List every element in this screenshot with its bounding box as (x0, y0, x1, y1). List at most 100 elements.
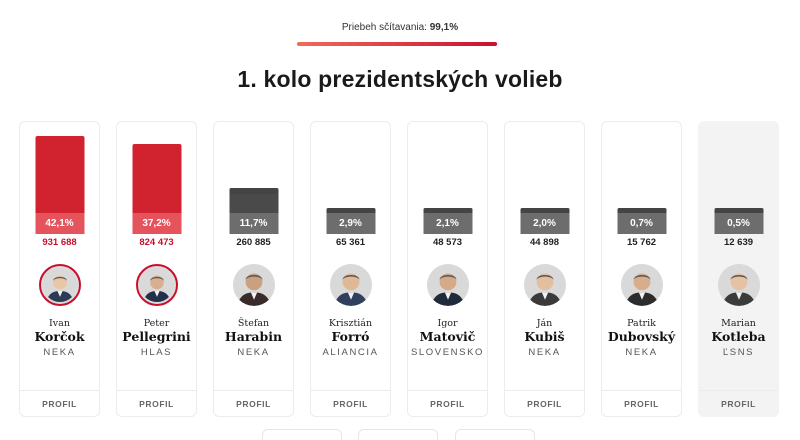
candidate-first-name: Igor (437, 318, 458, 329)
vote-count: 48 573 (432, 237, 463, 248)
profile-link[interactable]: PROFIL (42, 399, 77, 409)
tab-stub[interactable] (358, 429, 438, 440)
profile-link[interactable]: PROFIL (430, 399, 465, 409)
counting-progress-value: 99,1% (429, 22, 459, 33)
profile-link[interactable]: PROFIL (236, 399, 271, 409)
candidate-last-name: Pellegrini (122, 329, 191, 344)
candidate-card[interactable]: 37,2% 824 473 Peter Pellegrini HLAS PROF… (116, 121, 197, 417)
candidate-avatar (38, 264, 81, 306)
candidate-last-name: Kubiš (524, 329, 565, 344)
candidate-photo-icon (620, 264, 663, 306)
profile-link[interactable]: PROFIL (527, 399, 562, 409)
card-divider (311, 390, 390, 391)
candidate-last-name: Kotleba (711, 329, 766, 344)
candidate-photo-icon (426, 264, 469, 306)
card-divider (505, 390, 584, 391)
vote-count: 931 688 (42, 237, 77, 248)
vote-count: 65 361 (335, 237, 366, 248)
vote-bar: 0,5% (714, 208, 763, 234)
candidate-card[interactable]: 2,1% 48 573 Igor Matovič SLOVENSKO PROFI… (407, 121, 488, 417)
card-divider (117, 390, 196, 391)
vote-bar-area: 2,9% (311, 138, 390, 234)
card-divider (699, 390, 778, 391)
candidate-photo-icon (139, 268, 174, 302)
candidate-party: ALIANCIA (322, 347, 379, 358)
vote-percentage: 2,0% (520, 213, 569, 234)
candidate-party: NEKA (43, 347, 76, 358)
candidate-avatar (717, 264, 760, 306)
profile-link[interactable]: PROFIL (139, 399, 174, 409)
candidate-last-name: Harabin (224, 329, 283, 344)
vote-bar: 2,1% (423, 208, 472, 234)
vote-percentage: 2,1% (423, 213, 472, 234)
candidate-party: NEKA (237, 347, 270, 358)
candidate-first-name: Štefan (237, 318, 270, 329)
vote-bar-cap (714, 208, 763, 214)
tab-stub[interactable] (455, 429, 535, 440)
candidate-cards: 42,1% 931 688 Ivan Korčok NEKA PROFIL 37… (19, 121, 781, 421)
vote-bar-cap (617, 208, 666, 214)
counting-progress-fill (297, 42, 498, 46)
candidate-first-name: Ján (536, 318, 553, 329)
counting-progress-text: Priebeh sčítavania: 99,1% (0, 22, 800, 33)
vote-bar-cap (326, 208, 375, 214)
candidate-card[interactable]: 42,1% 931 688 Ivan Korčok NEKA PROFIL (19, 121, 100, 417)
candidate-photo-icon (523, 264, 566, 306)
candidate-party: NEKA (625, 347, 658, 358)
vote-percentage: 0,5% (714, 213, 763, 234)
candidate-first-name: Marian (721, 318, 756, 329)
vote-percentage: 0,7% (617, 213, 666, 234)
candidate-last-name: Korčok (34, 329, 85, 344)
candidate-first-name: Ivan (49, 318, 70, 329)
candidate-avatar (523, 264, 566, 306)
candidate-first-name: Krisztián (328, 318, 373, 329)
candidate-card[interactable]: 2,9% 65 361 Krisztián Forró ALIANCIA PRO… (310, 121, 391, 417)
candidate-last-name: Matovič (419, 329, 476, 344)
profile-link[interactable]: PROFIL (333, 399, 368, 409)
candidate-avatar (620, 264, 663, 306)
candidate-card[interactable]: 11,7% 260 885 Štefan Harabin NEKA PROFIL (213, 121, 294, 417)
tab-stub[interactable] (262, 429, 342, 440)
vote-bar-cap (520, 208, 569, 214)
vote-bar-area: 2,1% (408, 138, 487, 234)
vote-bar-area: 42,1% (20, 136, 99, 234)
vote-bar-area: 37,2% (117, 138, 196, 234)
card-divider (20, 390, 99, 391)
vote-bar-area: 2,0% (505, 138, 584, 234)
vote-bar: 11,7% (229, 188, 278, 234)
vote-bar: 2,0% (520, 208, 569, 234)
candidate-avatar (329, 264, 372, 306)
vote-count: 260 885 (236, 237, 271, 248)
profile-link[interactable]: PROFIL (721, 399, 756, 409)
candidate-party: HLAS (140, 347, 173, 358)
candidate-first-name: Patrik (627, 318, 656, 329)
page-title: 1. kolo prezidentských volieb (237, 66, 563, 92)
vote-count: 15 762 (626, 237, 657, 248)
candidate-avatar (135, 264, 178, 306)
card-divider (408, 390, 487, 391)
candidate-avatar (232, 264, 275, 306)
profile-link[interactable]: PROFIL (624, 399, 659, 409)
vote-count: 824 473 (139, 237, 174, 248)
candidate-last-name: Dubovský (607, 329, 676, 344)
vote-percentage: 11,7% (229, 213, 278, 234)
vote-bar-cap (423, 208, 472, 214)
vote-count: 12 639 (723, 237, 754, 248)
candidate-photo-icon (329, 264, 372, 306)
candidate-photo-icon (232, 264, 275, 306)
candidate-card[interactable]: 0,7% 15 762 Patrik Dubovský NEKA PROFIL (601, 121, 682, 417)
candidate-last-name: Forró (331, 329, 370, 344)
vote-bar-area: 0,7% (602, 138, 681, 234)
vote-bar-area: 0,5% (699, 138, 778, 234)
candidate-avatar (426, 264, 469, 306)
candidate-card[interactable]: 2,0% 44 898 Ján Kubiš NEKA PROFIL (504, 121, 585, 417)
vote-percentage: 37,2% (132, 213, 181, 234)
card-divider (214, 390, 293, 391)
candidate-card[interactable]: 0,5% 12 639 Marian Kotleba ĽSNS PROFIL (698, 121, 779, 417)
candidate-first-name: Peter (143, 318, 170, 329)
card-divider (602, 390, 681, 391)
vote-percentage: 42,1% (35, 213, 84, 234)
vote-count: 44 898 (529, 237, 560, 248)
vote-bar: 0,7% (617, 208, 666, 234)
vote-bar: 2,9% (326, 208, 375, 234)
